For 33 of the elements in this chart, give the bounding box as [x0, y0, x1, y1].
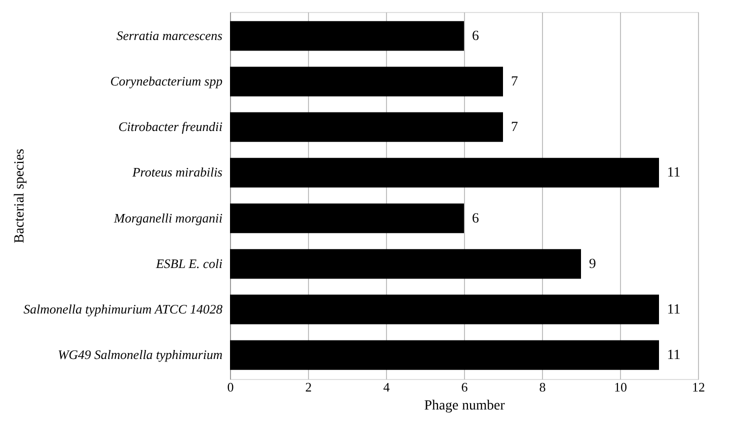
bar	[230, 340, 659, 370]
y-tick-label: ESBL E. coli	[154, 256, 223, 271]
bar	[230, 203, 464, 234]
bar	[230, 294, 659, 324]
x-tick-label: 0	[227, 380, 234, 394]
x-tick-label: 12	[692, 380, 705, 394]
bar	[230, 112, 503, 142]
data-label: 7	[511, 74, 518, 90]
bar	[230, 249, 581, 279]
x-tick-label: 6	[461, 380, 468, 394]
x-tick-label: 4	[383, 380, 390, 394]
x-tick-label: 8	[539, 380, 546, 394]
y-tick-label: Citrobacter freundii	[118, 119, 223, 134]
data-label: 11	[667, 348, 680, 364]
bar	[230, 66, 503, 96]
data-label: 6	[472, 211, 479, 226]
y-tick-label: Morganelli morganii	[113, 210, 223, 226]
y-tick-label: WG49 Salmonella typhimurium	[58, 347, 222, 362]
bar	[230, 158, 659, 188]
data-label: 11	[667, 166, 680, 181]
x-tick-label: 10	[614, 380, 627, 394]
x-tick-label: 2	[305, 380, 312, 394]
data-label: 6	[472, 28, 479, 44]
y-tick-label: Corynebacterium spp	[110, 74, 223, 89]
bar	[230, 21, 464, 51]
y-axis-title: Bacterial species	[12, 148, 28, 244]
y-tick-label: Serratia marcescens	[116, 28, 222, 43]
data-label: 7	[511, 120, 518, 136]
data-label: 11	[667, 302, 680, 318]
data-label: 9	[589, 256, 596, 272]
y-tick-label: Proteus mirabilis	[131, 164, 222, 180]
x-axis-title: Phage number	[424, 398, 506, 414]
y-tick-label: Salmonella typhimurium ATCC 14028	[24, 301, 223, 316]
